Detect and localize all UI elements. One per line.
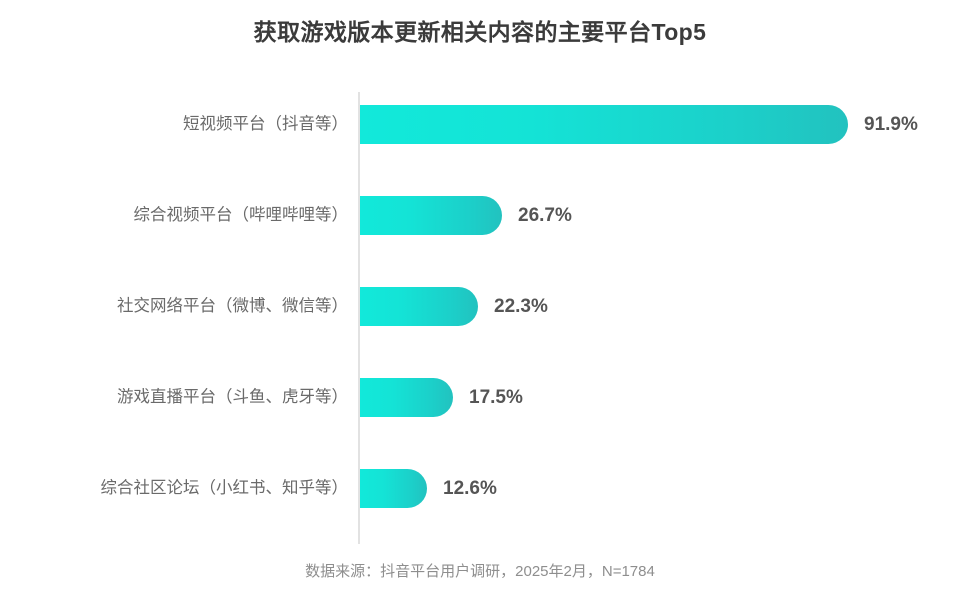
bar-value-label: 26.7% [518,205,572,226]
bar-value-label: 22.3% [494,296,548,317]
category-label: 社交网络平台（微博、微信等） [117,297,348,315]
bar-row: 短视频平台（抖音等） 91.9% [0,105,960,144]
bar-value-label: 91.9% [864,114,918,135]
category-label: 综合社区论坛（小红书、知乎等） [100,479,349,497]
bar-fill[interactable] [360,287,478,326]
plot-area: 短视频平台（抖音等） 91.9% 综合视频平台（哔哩哔哩等） 26.7% 社交网… [0,78,960,544]
chart-source-note: 数据来源：抖音平台用户调研，2025年2月，N=1784 [305,563,655,580]
bar-fill[interactable] [360,105,848,144]
bar-fill[interactable] [360,469,427,508]
category-axis-line [358,92,360,544]
bar-value-label: 17.5% [469,387,523,408]
category-label: 短视频平台（抖音等） [183,115,348,133]
bar-row: 社交网络平台（微博、微信等） 22.3% [0,287,960,326]
bar-row: 综合视频平台（哔哩哔哩等） 26.7% [0,196,960,235]
bar-row: 综合社区论坛（小红书、知乎等） 12.6% [0,469,960,508]
category-label: 游戏直播平台（斗鱼、虎牙等） [117,388,348,406]
bar-value-label: 12.6% [443,478,497,499]
bar-fill[interactable] [360,378,453,417]
bar-fill[interactable] [360,196,502,235]
category-label: 综合视频平台（哔哩哔哩等） [133,206,349,224]
bar-row: 游戏直播平台（斗鱼、虎牙等） 17.5% [0,378,960,417]
chart-title: 获取游戏版本更新相关内容的主要平台Top5 [253,19,707,45]
